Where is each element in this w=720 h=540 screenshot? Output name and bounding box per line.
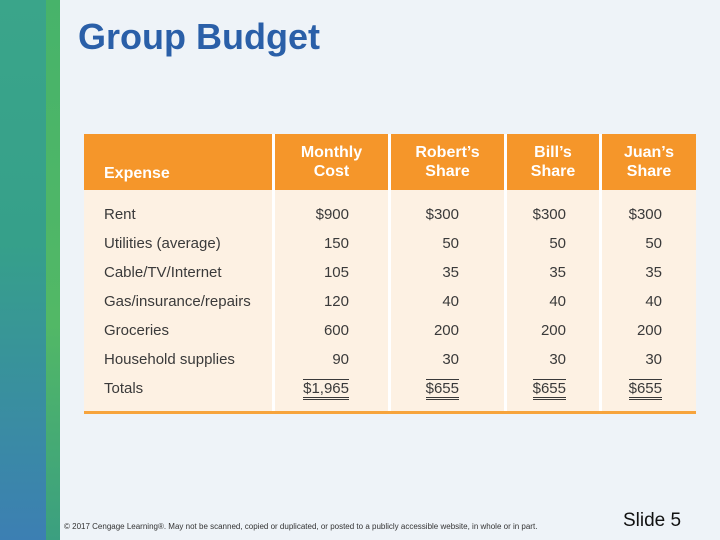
header-expense: Expense [84, 134, 272, 190]
cell-totals-bill: $655 [507, 374, 566, 403]
row-label-totals: Totals [104, 380, 144, 397]
cell-totals-monthly: $1,965 [275, 374, 349, 403]
row-label-groceries: Groceries [104, 322, 170, 339]
cell-groceries-juan: 200 [636, 322, 662, 339]
cell-cable-juan: 35 [645, 264, 662, 281]
column-separator [504, 134, 507, 411]
cell-utilities-juan: 50 [645, 235, 662, 252]
header-bills-share: Bill’s Share [507, 134, 599, 190]
cell-utilities-monthly: 150 [323, 235, 349, 252]
cell-rent-monthly: $900 [315, 206, 349, 223]
row-label-cable: Cable/TV/Internet [104, 264, 222, 281]
total-bill-value: $655 [532, 379, 566, 400]
row-label-utilities: Utilities (average) [104, 235, 221, 252]
row-label-gas: Gas/insurance/repairs [104, 293, 251, 310]
budget-table: Expense Monthly Cost Robert’s Share Bill… [84, 134, 696, 414]
cell-rent-robert: $300 [425, 206, 459, 223]
cell-groceries-bill: 200 [540, 322, 566, 339]
cell-totals-robert: $655 [391, 374, 459, 403]
cell-groceries-robert: 200 [433, 322, 459, 339]
header-monthly-cost: Monthly Cost [275, 134, 388, 190]
row-label-rent: Rent [104, 206, 136, 223]
slide-title: Group Budget [78, 16, 320, 57]
slide-number: Slide 5 [623, 510, 682, 531]
cell-household-monthly: 90 [332, 351, 349, 368]
column-separator [272, 134, 275, 411]
cell-rent-bill: $300 [532, 206, 566, 223]
cell-cable-robert: 35 [442, 264, 459, 281]
row-label-household: Household supplies [104, 351, 235, 368]
total-robert-value: $655 [425, 379, 459, 400]
cell-totals-juan: $655 [602, 374, 662, 403]
cell-utilities-robert: 50 [442, 235, 459, 252]
total-juan-value: $655 [628, 379, 662, 400]
cell-groceries-monthly: 600 [323, 322, 349, 339]
cell-gas-monthly: 120 [323, 293, 349, 310]
cell-gas-robert: 40 [442, 293, 459, 310]
side-accent-stripe [46, 0, 60, 540]
cell-cable-monthly: 105 [323, 264, 349, 281]
cell-household-bill: 30 [549, 351, 566, 368]
total-monthly-value: $1,965 [303, 379, 349, 400]
column-separator [599, 134, 602, 411]
column-separator [388, 134, 391, 411]
cell-household-juan: 30 [645, 351, 662, 368]
cell-utilities-bill: 50 [549, 235, 566, 252]
cell-rent-juan: $300 [628, 206, 662, 223]
cell-household-robert: 30 [442, 351, 459, 368]
copyright-footer: © 2017 Cengage Learning®. May not be sca… [64, 522, 538, 531]
cell-gas-juan: 40 [645, 293, 662, 310]
cell-cable-bill: 35 [549, 264, 566, 281]
cell-gas-bill: 40 [549, 293, 566, 310]
header-juans-share: Juan’s Share [602, 134, 696, 190]
header-roberts-share: Robert’s Share [391, 134, 504, 190]
